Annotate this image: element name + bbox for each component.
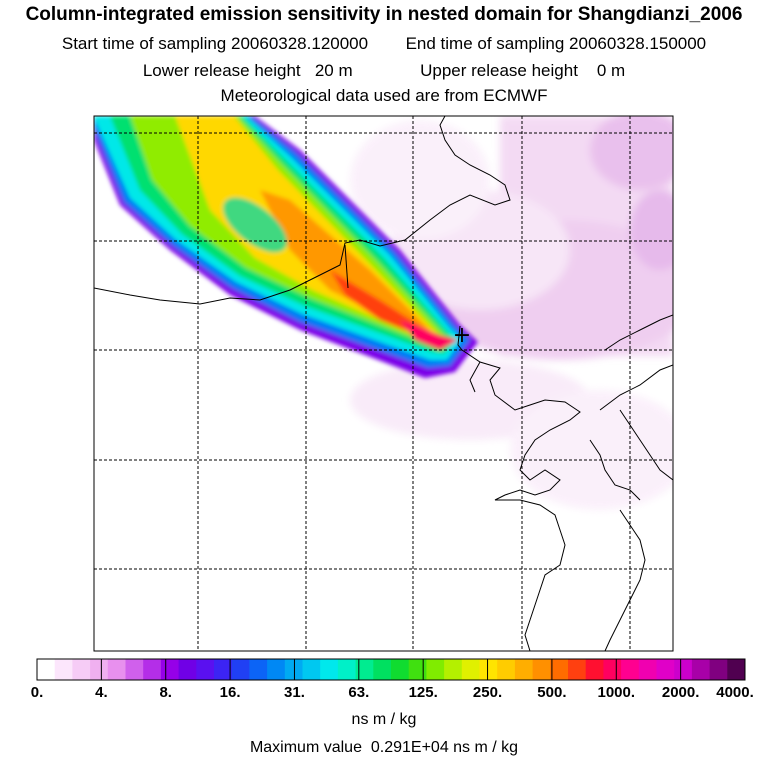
- color-scale-swatch: [426, 659, 445, 680]
- color-scale-swatch: [638, 659, 657, 680]
- release-heights: Lower release height 20 m Upper release …: [0, 61, 768, 81]
- color-scale-swatch: [143, 659, 162, 680]
- sensitivity-field: [94, 116, 673, 651]
- color-scale-swatch: [408, 659, 427, 680]
- color-scale-swatch: [674, 659, 693, 680]
- color-scale-swatch: [709, 659, 728, 680]
- color-scale-swatch: [444, 659, 463, 680]
- color-scale-swatch: [621, 659, 640, 680]
- color-scale-swatch: [37, 659, 56, 680]
- color-scale-tick-label: 0.: [30, 684, 44, 701]
- color-scale-units: ns m / kg: [351, 711, 417, 728]
- start-time-label: Start time of sampling: [61, 34, 227, 53]
- color-scale-tick-label: 1000.: [597, 684, 636, 701]
- lower-height-label: Lower release height: [142, 61, 301, 80]
- color-scale-tick-label: 63.: [348, 684, 370, 701]
- color-scale-tick-label: 16.: [219, 684, 241, 701]
- met-data-source: Meteorological data used are from ECMWF: [220, 86, 548, 105]
- color-scale-tick-label: 31.: [284, 684, 305, 701]
- receptor-marker: +: [453, 323, 471, 348]
- color-scale-tick-label: 2000.: [661, 684, 700, 701]
- color-scale-swatch: [54, 659, 73, 680]
- color-scale-tick-labels: 0. 4. 8. 16. 31. 63. 125. 250. 500. 1000. 2000. 400…: [0, 684, 768, 704]
- color-scale-swatch: [90, 659, 109, 680]
- color-scale-swatch: [231, 659, 250, 680]
- color-scale-swatch: [391, 659, 410, 680]
- color-scale-swatch: [196, 659, 215, 680]
- color-scale-swatch: [355, 659, 374, 680]
- color-scale-swatch: [585, 659, 604, 680]
- color-scale-swatch: [373, 659, 392, 680]
- color-scale-swatch: [461, 659, 480, 680]
- color-scale-swatch: [550, 659, 569, 680]
- sampling-times: Start time of sampling 20060328.120000 E…: [0, 34, 768, 54]
- color-scale-bar: [36, 658, 746, 681]
- color-scale-swatch: [125, 659, 144, 680]
- color-scale-swatch: [603, 659, 622, 680]
- color-scale-swatch: [568, 659, 587, 680]
- color-scale-swatch: [497, 659, 516, 680]
- color-scale-swatch: [727, 659, 746, 680]
- color-scale-swatch: [178, 659, 197, 680]
- map-frame: [93, 115, 674, 652]
- color-scale-tick-label: 500.: [537, 684, 567, 701]
- color-scale-tick-label: 250.: [472, 684, 503, 701]
- color-scale-swatch: [214, 659, 233, 680]
- color-scale-tick-label: 125.: [408, 684, 438, 701]
- color-scale-swatch: [72, 659, 91, 680]
- color-scale-frame: [36, 658, 746, 681]
- start-time-value: 20060328.120000: [231, 34, 369, 53]
- upper-height-value: 0 m: [596, 61, 626, 80]
- color-scale-swatch: [320, 659, 339, 680]
- color-scale-swatch: [249, 659, 268, 680]
- maximum-value: 0.291E+04 ns m / kg: [370, 739, 519, 756]
- color-scale-swatch: [514, 659, 534, 680]
- color-scale-swatch: [337, 659, 357, 680]
- end-time-label: End time of sampling: [405, 34, 565, 53]
- coastlines: [94, 116, 673, 651]
- graticule: [94, 116, 673, 651]
- upper-height-label: Upper release height: [420, 61, 578, 80]
- maximum-value-line: Maximum value 0.291E+04 ns m / kg: [0, 739, 768, 757]
- color-scale-tick-label: 4000.: [716, 684, 754, 701]
- color-scale-tick-label: 4.: [95, 684, 108, 701]
- lower-height-value: 20 m: [314, 61, 353, 80]
- color-scale-swatch: [656, 659, 675, 680]
- color-scale-swatch: [479, 659, 498, 680]
- color-scale-tick-label: 8.: [159, 684, 172, 701]
- color-scale-swatch: [532, 659, 551, 680]
- end-time-value: 20060328.150000: [569, 34, 707, 53]
- color-scale-swatch: [302, 659, 321, 680]
- color-scale-swatch: [267, 659, 286, 680]
- plot-title: Column-integrated emission sensitivity i…: [25, 4, 743, 25]
- color-scale-swatch: [160, 659, 180, 680]
- color-scale-swatch: [107, 659, 126, 680]
- color-scale-swatch: [691, 659, 711, 680]
- color-scale-swatch: [284, 659, 303, 680]
- maximum-value-label: Maximum value: [249, 739, 362, 756]
